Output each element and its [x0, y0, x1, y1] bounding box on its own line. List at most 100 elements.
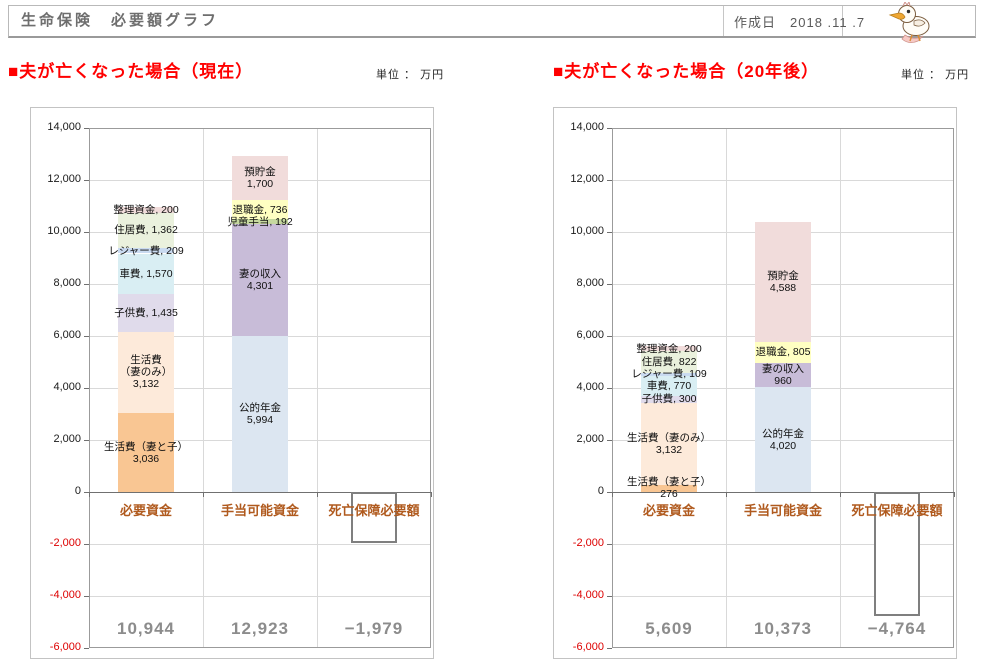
y-tick-mark — [607, 648, 612, 649]
y-tick-label: -2,000 — [572, 537, 604, 549]
y-tick-mark — [84, 648, 89, 649]
chart-husband-dies-20years: 14,000 12,000 10,000 8,000 6,000 4,000 2,000 0 -… — [553, 107, 957, 659]
category-label: 手当可能資金 — [220, 503, 299, 518]
segment-label: 住居費, 822 — [641, 356, 697, 369]
bar-segment-住居費 — [641, 351, 697, 373]
y-tick-label: 4,000 — [576, 381, 604, 393]
page-title: 生命保険 必要額グラフ — [21, 12, 220, 29]
creation-date: 作成日 2018 .11 .7 — [723, 6, 864, 36]
section-title-20years: ■夫が亡くなった場合（20年後） — [553, 62, 820, 81]
y-tick-mark — [84, 180, 89, 181]
bar-segment-整理資金 — [118, 207, 174, 213]
y-tick-mark — [84, 388, 89, 389]
y-tick-mark — [607, 492, 612, 493]
segment-label: 生活費（妻と子） 3,036 — [104, 440, 188, 465]
y-tick-mark — [607, 232, 612, 233]
unit-label-current: 単位 ： 万円 — [376, 69, 445, 81]
gridline-horizontal — [613, 544, 953, 545]
y-tick-mark — [607, 180, 612, 181]
y-tick-label: -2,000 — [49, 537, 81, 549]
section-title-current: ■夫が亡くなった場合（現在） — [8, 62, 254, 81]
segment-label: 公的年金 4,020 — [762, 427, 804, 452]
y-tick-label: 10,000 — [570, 225, 604, 237]
gridline-vertical — [726, 129, 727, 647]
gridline-horizontal — [90, 544, 430, 545]
header-bar: 生命保険 必要額グラフ 作成日 2018 .11 .7 — [8, 0, 976, 43]
y-tick-label: -6,000 — [49, 641, 81, 653]
y-tick-mark — [84, 284, 89, 285]
bar-segment-生活費（妻のみ） — [118, 331, 174, 414]
bar-segment-退職金 — [755, 341, 811, 363]
y-tick-label: 10,000 — [47, 225, 81, 237]
bar-segment-子供費 — [118, 294, 174, 332]
y-tick-mark — [607, 440, 612, 441]
outline-bar-negative — [874, 492, 920, 616]
y-tick-label: 8,000 — [53, 277, 81, 289]
bar-segment-公的年金 — [755, 387, 811, 492]
bar-segment-住居費 — [118, 212, 174, 249]
bar-segment-預貯金 — [755, 222, 811, 342]
y-tick-label: -4,000 — [49, 589, 81, 601]
segment-label: 生活費（妻のみ）3,132 — [119, 354, 173, 391]
segment-label: 子供費, 1,435 — [114, 306, 178, 319]
y-tick-label: 6,000 — [576, 329, 604, 341]
total-value: −4,764 — [867, 619, 927, 638]
gridline-horizontal — [613, 180, 953, 181]
segment-label: 車費, 770 — [646, 379, 692, 392]
y-tick-mark — [84, 492, 89, 493]
x-tick-mark — [840, 492, 841, 497]
total-value: 12,923 — [231, 619, 289, 638]
segment-label: 生活費（妻と子） 276 — [627, 476, 711, 501]
y-tick-label: 12,000 — [47, 173, 81, 185]
y-tick-label: 14,000 — [570, 121, 604, 133]
segment-label: 児童手当, 192 — [227, 215, 293, 228]
bar-segment-預貯金 — [232, 156, 288, 201]
y-tick-mark — [84, 128, 89, 129]
bar-segment-整理資金 — [641, 346, 697, 352]
y-tick-label: 2,000 — [53, 433, 81, 445]
segment-label: 妻の収入 960 — [762, 363, 804, 387]
bar-segment-子供費 — [641, 395, 697, 404]
y-tick-mark — [607, 284, 612, 285]
segment-label: 退職金, 736 — [232, 203, 288, 216]
x-axis-line — [612, 492, 954, 493]
y-tick-mark — [84, 596, 89, 597]
plot-area — [612, 128, 954, 648]
bar-segment-公的年金 — [232, 336, 288, 492]
chart-husband-dies-current: 14,000 12,000 10,000 8,000 6,000 4,000 2,000 0 -… — [30, 107, 434, 659]
x-tick-mark — [203, 492, 204, 497]
y-tick-mark — [84, 440, 89, 441]
y-tick-mark — [84, 232, 89, 233]
gridline-horizontal — [613, 596, 953, 597]
segment-label: 整理資金, 200 — [113, 204, 179, 217]
gridline-vertical — [840, 129, 841, 647]
bar-segment-退職金 — [232, 200, 288, 220]
outline-bar-negative — [351, 492, 397, 544]
bar-segment-車費 — [118, 253, 174, 295]
category-label: 必要資金 — [642, 503, 695, 518]
category-label: 必要資金 — [119, 503, 172, 518]
segment-label: 住居費, 1,362 — [114, 224, 178, 237]
bar-segment-レジャー費 — [118, 248, 174, 254]
x-tick-mark — [317, 492, 318, 497]
x-tick-mark — [89, 492, 90, 497]
y-tick-label: 4,000 — [53, 381, 81, 393]
y-tick-mark — [607, 596, 612, 597]
y-tick-mark — [607, 544, 612, 545]
segment-label: 車費, 1,570 — [119, 267, 173, 280]
x-axis-line — [89, 492, 431, 493]
y-tick-label: -4,000 — [572, 589, 604, 601]
segment-label: 公的年金 5,994 — [239, 402, 281, 427]
x-tick-mark — [954, 492, 955, 497]
y-tick-mark — [84, 544, 89, 545]
bar-segment-車費 — [641, 375, 697, 396]
category-label: 手当可能資金 — [743, 503, 822, 518]
gridline-horizontal — [90, 596, 430, 597]
category-label: 死亡保障必要額 — [328, 503, 420, 518]
x-tick-mark — [431, 492, 432, 497]
segment-label: 退職金, 805 — [755, 346, 811, 359]
segment-label: 妻の収入 4,301 — [239, 268, 281, 293]
total-value: 5,609 — [645, 619, 693, 638]
bar-segment-レジャー費 — [641, 372, 697, 376]
